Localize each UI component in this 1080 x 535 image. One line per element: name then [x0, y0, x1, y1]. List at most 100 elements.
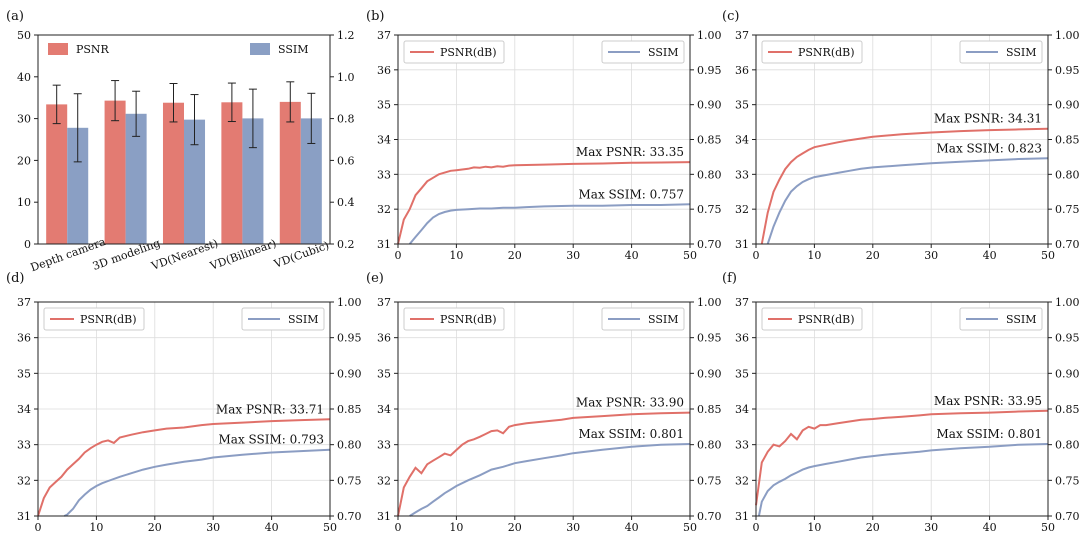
legend-ssim: SSIM [601, 307, 685, 331]
x-tick-label: 50 [683, 521, 697, 534]
legend-box-ssim [241, 307, 325, 331]
x-tick-label: 40 [983, 521, 997, 534]
x-tick-label: 0 [35, 521, 42, 534]
psnr-line [397, 411, 691, 517]
x-tick-label: 50 [683, 249, 697, 262]
y-tick-label-right: 0.90 [697, 367, 722, 380]
legend-box-psnr [43, 307, 145, 331]
y-tick-label-left: 31 [377, 238, 391, 251]
y-tick-label-right: 1.00 [697, 296, 722, 309]
legend-swatch-ssim [250, 43, 270, 55]
legend-label-ssim: SSIM [288, 313, 319, 326]
x-tick-label: 20 [508, 249, 522, 262]
legend-swatch-psnr [48, 43, 68, 55]
y-tick-label-left: 32 [377, 203, 391, 216]
y-tick-label-left: 34 [735, 403, 749, 416]
chart-panel-d: (d) 31 32 33 34 35 36 37 0 10 20 30 40 500.70 0.75 0.80… [6, 271, 362, 534]
y-tick-label-right: 0.75 [1055, 203, 1080, 216]
legend-psnr: PSNR(dB) [403, 40, 505, 64]
legend-psnr: PSNR(dB) [43, 307, 145, 331]
y-tick-label-right: 0.2 [337, 238, 355, 251]
ssim-line [408, 203, 691, 245]
x-tick-label: 20 [866, 249, 880, 262]
legend-label-psnr: PSNR(dB) [440, 46, 497, 59]
panel-label: (b) [366, 9, 384, 24]
y-tick-label-left: 30 [17, 113, 31, 126]
y-tick-label-left: 34 [735, 134, 749, 147]
x-tick-label: 10 [807, 249, 821, 262]
y-tick-label-left: 34 [17, 403, 31, 416]
legend-label-psnr: PSNR(dB) [798, 313, 855, 326]
legend-box-psnr [761, 40, 863, 64]
legend-label-ssim: SSIM [1006, 46, 1037, 59]
x-tick-label: 40 [625, 249, 639, 262]
y-tick-label-right: 0.70 [697, 238, 722, 251]
y-tick-label-right: 0.70 [1055, 238, 1080, 251]
legend-box-psnr [403, 40, 505, 64]
y-tick-label-left: 32 [17, 474, 31, 487]
bar-ssim [300, 118, 322, 244]
y-tick-label-left: 33 [17, 439, 31, 452]
panel-label: (e) [366, 271, 384, 286]
bar-psnr [46, 104, 68, 244]
plot-frame [397, 34, 691, 245]
annotation-max-ssim: Max SSIM: 0.801 [579, 427, 685, 441]
y-tick-label-left: 33 [735, 168, 749, 181]
y-tick-label-left: 35 [735, 367, 749, 380]
x-tick-label: 30 [566, 521, 580, 534]
ssim-line [757, 443, 1049, 517]
plot-frame [755, 34, 1049, 245]
x-tick-label: 50 [1041, 521, 1055, 534]
legend-ssim: SSIM [241, 307, 325, 331]
y-tick-label-right: 1.00 [337, 296, 362, 309]
y-tick-label-right: 1.00 [1055, 296, 1080, 309]
psnr-line [397, 161, 691, 245]
x-tick-label: 0 [753, 521, 760, 534]
legend-box-ssim [959, 40, 1043, 64]
x-tick-label: 20 [148, 521, 162, 534]
legend-box-ssim [601, 307, 685, 331]
y-tick-label-left: 33 [377, 168, 391, 181]
x-tick-label: 40 [265, 521, 279, 534]
annotation-max-psnr: Max PSNR: 33.95 [934, 394, 1042, 408]
plot-frame [37, 301, 331, 517]
psnr-line [37, 418, 331, 517]
y-tick-label-right: 1.0 [337, 71, 355, 84]
y-tick-label-right: 0.80 [337, 439, 362, 452]
y-tick-label-left: 35 [377, 367, 391, 380]
legend-ssim: SSIM [959, 40, 1043, 64]
legend-label-ssim: SSIM [648, 46, 679, 59]
annotation-max-psnr: Max PSNR: 33.35 [576, 145, 684, 159]
legend-label-psnr: PSNR [76, 43, 110, 56]
y-tick-label-right: 0.85 [1055, 134, 1080, 147]
bar-ssim [184, 119, 206, 244]
bar-ssim [125, 113, 147, 244]
annotation-max-ssim: Max SSIM: 0.793 [219, 433, 325, 447]
legend-ssim: SSIM [601, 40, 685, 64]
y-tick-label-left: 34 [377, 403, 391, 416]
y-tick-label-right: 0.95 [697, 64, 722, 77]
legend-label-psnr: PSNR(dB) [440, 313, 497, 326]
y-tick-label-right: 0.90 [1055, 367, 1080, 380]
x-tick-label: 10 [449, 249, 463, 262]
y-tick-label-right: 0.95 [1055, 64, 1080, 77]
y-tick-label-right: 0.4 [337, 196, 355, 209]
ssim-line [766, 157, 1049, 245]
y-tick-label-left: 33 [377, 439, 391, 452]
annotation-max-ssim: Max SSIM: 0.823 [937, 141, 1043, 155]
y-tick-label-left: 32 [735, 203, 749, 216]
y-tick-label-left: 35 [17, 367, 31, 380]
y-tick-label-right: 0.95 [337, 332, 362, 345]
chart-panel-b: (b) 31 32 33 34 35 36 37 0 10 20 30 40 500.70 0.75 0.80… [366, 9, 722, 262]
y-tick-label-right: 1.00 [1055, 29, 1080, 42]
bar-ssim [67, 127, 89, 244]
y-tick-label-left: 35 [377, 99, 391, 112]
chart-panel-f: (f) 31 32 33 34 35 36 37 0 10 20 30 40 500.70 0.75 0.80… [722, 271, 1080, 534]
y-tick-label-left: 10 [17, 196, 31, 209]
bar-ssim [242, 118, 264, 244]
y-tick-label-left: 37 [735, 296, 749, 309]
legend-label-psnr: PSNR(dB) [798, 46, 855, 59]
bar-psnr [104, 100, 126, 244]
y-tick-label-left: 35 [735, 99, 749, 112]
chart-panel-c: (c) 31 32 33 34 35 36 37 0 10 20 30 40 500.70 0.75 0.80… [722, 9, 1080, 262]
